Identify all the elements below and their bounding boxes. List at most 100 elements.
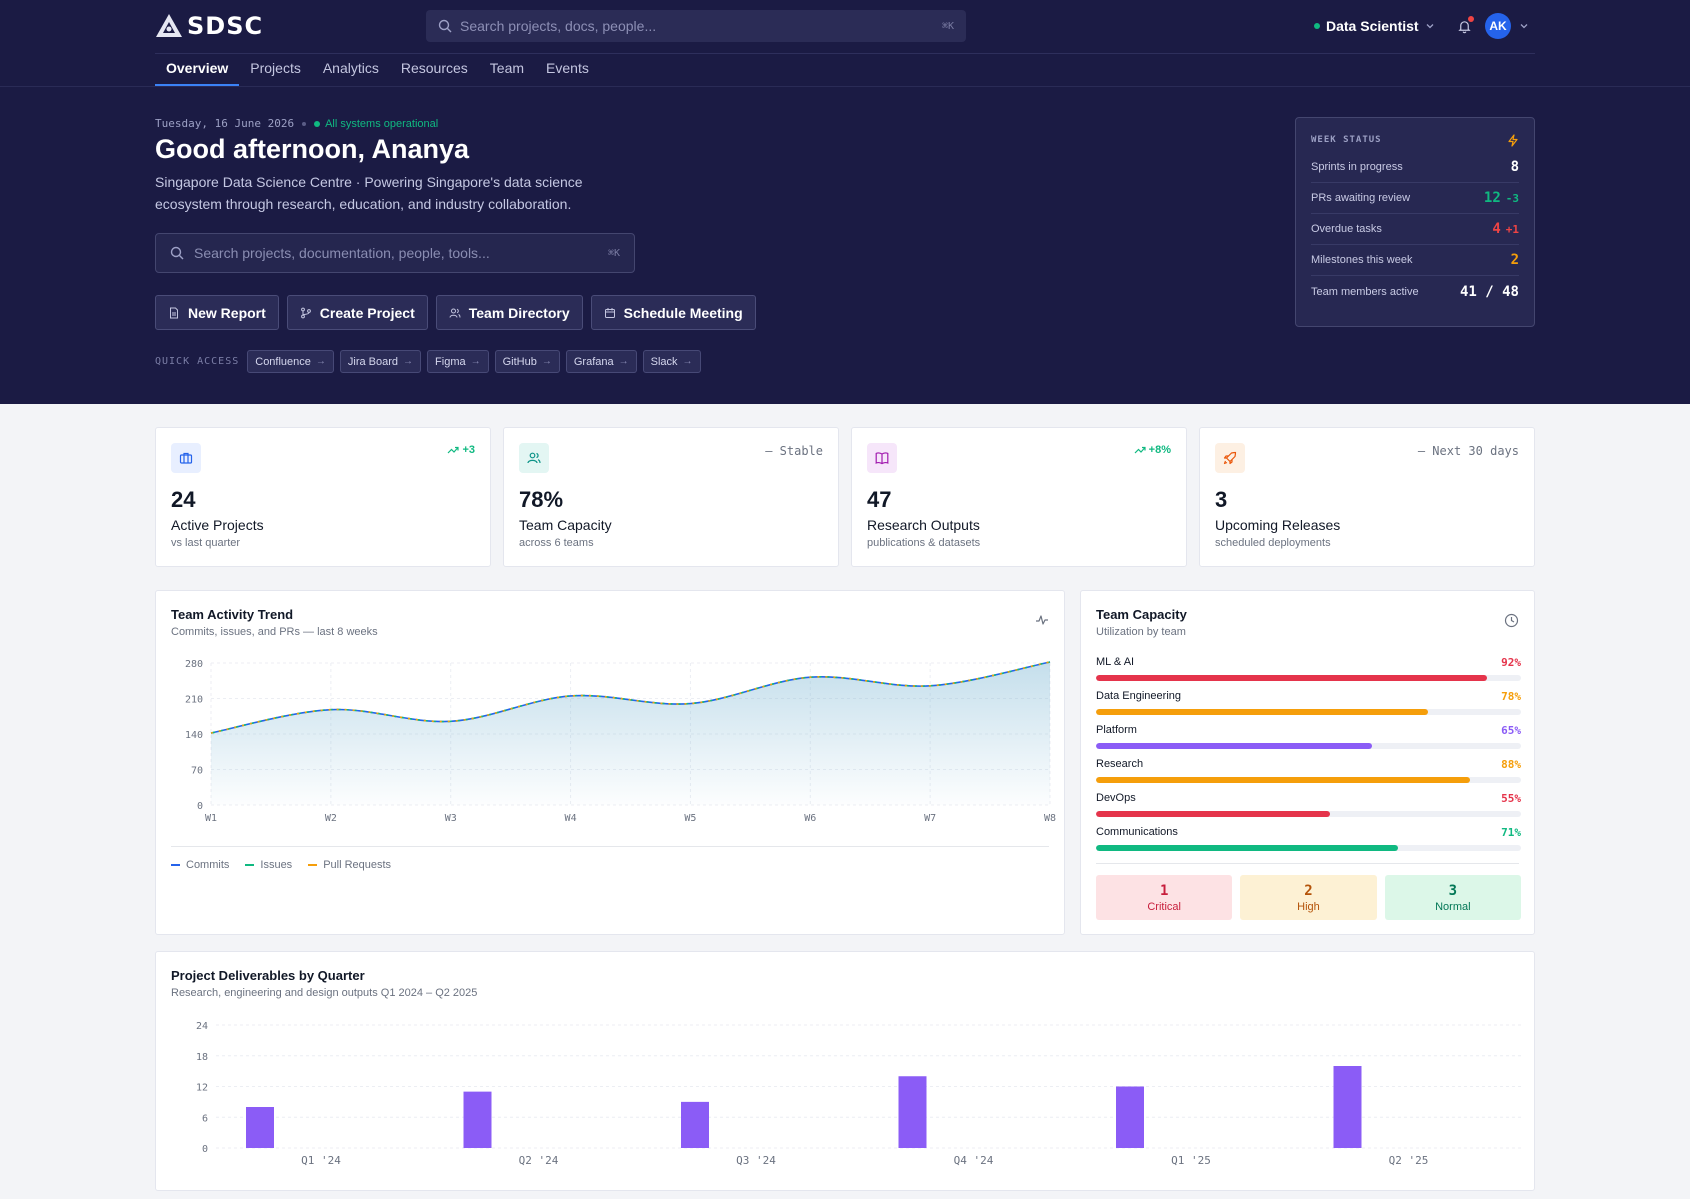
priority-critical[interactable]: 1 Critical — [1096, 875, 1233, 920]
capacity-row[interactable]: Communications 71% — [1096, 826, 1521, 860]
card-title: Team Capacity — [1096, 607, 1187, 622]
stat-trend: +8% — [1134, 444, 1171, 456]
arrow-right-icon: → — [682, 356, 693, 367]
search-icon — [170, 246, 184, 260]
capacity-row-header: Research 88% — [1096, 758, 1521, 773]
system-status-text: All systems operational — [325, 117, 439, 130]
global-search-input[interactable] — [460, 18, 942, 34]
tab-projects[interactable]: Projects — [250, 60, 301, 76]
create-project-button[interactable]: Create Project — [286, 295, 428, 330]
status-dot — [314, 120, 321, 127]
y-tick-label: 12 — [196, 1083, 208, 1094]
tab-events[interactable]: Events — [546, 60, 589, 76]
team-utilization: 55% — [1501, 792, 1521, 805]
stat-card[interactable]: +8% 47 Research Outputs publications & d… — [851, 427, 1187, 567]
capacity-bar-track — [1096, 777, 1521, 783]
legend-item-commits[interactable]: Commits — [171, 859, 229, 871]
card-subtitle: Utilization by team — [1096, 626, 1186, 638]
hero-search-input[interactable] — [194, 245, 608, 261]
tab-overview[interactable]: Overview — [155, 54, 240, 86]
y-tick-label: 280 — [185, 659, 203, 670]
book-icon — [875, 452, 889, 465]
current-date: Tuesday, 16 June 2026 — [155, 117, 295, 130]
app-name: SDSC — [187, 12, 264, 40]
x-tick-label: Q2 '25 — [1389, 1154, 1429, 1167]
quick-link-jira[interactable]: Jira Board → — [339, 350, 422, 373]
card-title: Team Activity Trend — [171, 607, 294, 622]
x-tick-label: Q2 '24 — [519, 1154, 559, 1167]
create-project-label: Create Project — [319, 304, 415, 321]
quick-link-grafana[interactable]: Grafana → — [565, 350, 637, 373]
team-name: Research — [1096, 758, 1144, 770]
area-fill — [211, 661, 1050, 805]
week-status-header: WEEK STATUS — [1311, 132, 1519, 148]
capacity-row[interactable]: Research 88% — [1096, 758, 1521, 792]
tab-team[interactable]: Team — [489, 60, 525, 76]
bar — [246, 1107, 274, 1148]
stat-label: Research Outputs — [867, 517, 980, 533]
priority-label: Normal — [1435, 900, 1471, 913]
stat-label: Active Projects — [171, 517, 264, 533]
quick-link-figma[interactable]: Figma → — [427, 350, 489, 373]
week-status-number: 8 — [1510, 159, 1519, 175]
new-report-button[interactable]: New Report — [155, 295, 279, 330]
logo[interactable]: SDSC — [155, 12, 263, 40]
stat-value: 24 — [171, 487, 196, 512]
activity-icon[interactable] — [1035, 613, 1049, 627]
week-status-row: Overdue tasks 4 +1 — [1311, 214, 1519, 245]
capacity-rows: ML & AI 92% Data Engineering 78% Platfor… — [1096, 656, 1521, 860]
tagline: Singapore Data Science Centre · Powering… — [155, 174, 583, 212]
hero-search[interactable]: ⌘K — [155, 233, 635, 273]
legend-swatch — [171, 864, 180, 866]
schedule-meeting-button[interactable]: Schedule Meeting — [590, 295, 756, 330]
quick-link-confluence[interactable]: Confluence → — [247, 350, 334, 373]
legend-label: Commits — [186, 859, 230, 871]
stat-card[interactable]: +3 24 Active Projects vs last quarter — [155, 427, 491, 567]
tab-analytics[interactable]: Analytics — [322, 60, 379, 76]
quick-link-github[interactable]: GitHub → — [494, 350, 560, 373]
team-directory-button[interactable]: Team Directory — [435, 295, 583, 330]
logo-mark-icon — [156, 14, 182, 37]
legend-item-pull-requests[interactable]: Pull Requests — [308, 859, 391, 871]
capacity-row-header: Data Engineering 78% — [1096, 690, 1521, 705]
capacity-row[interactable]: ML & AI 92% — [1096, 656, 1521, 690]
role-selector[interactable]: Data Scientist — [1314, 14, 1435, 38]
trend-up-icon — [1134, 446, 1146, 454]
avatar[interactable]: AK — [1485, 13, 1511, 39]
chevron-down-icon[interactable] — [1519, 21, 1529, 31]
stat-card[interactable]: — Next 30 days 3 Upcoming Releases sched… — [1199, 427, 1535, 567]
team-activity-card: Team Activity Trend Commits, issues, and… — [155, 590, 1065, 935]
priority-high[interactable]: 2 High — [1240, 875, 1377, 920]
team-name: Platform — [1096, 724, 1137, 736]
priority-normal[interactable]: 3 Normal — [1384, 875, 1521, 920]
capacity-row[interactable]: DevOps 55% — [1096, 792, 1521, 826]
stat-value: 47 — [867, 487, 892, 512]
tab-resources[interactable]: Resources — [400, 60, 468, 76]
legend-label: Issues — [260, 859, 293, 871]
quick-link-label: Grafana — [573, 355, 614, 368]
global-search[interactable]: ⌘K — [426, 10, 966, 42]
stat-label: Upcoming Releases — [1215, 517, 1341, 533]
status-dot — [1314, 23, 1320, 29]
x-tick-label: Q1 '24 — [301, 1154, 341, 1167]
y-tick-label: 70 — [191, 766, 203, 777]
quick-link-slack[interactable]: Slack → — [642, 350, 701, 373]
priority-label: Critical — [1147, 900, 1181, 913]
y-tick-label: 6 — [202, 1113, 208, 1124]
team-utilization: 92% — [1501, 656, 1521, 669]
clock-icon[interactable] — [1504, 613, 1519, 628]
x-tick-label: Q1 '25 — [1171, 1154, 1211, 1167]
system-status: All systems operational — [314, 118, 438, 130]
stat-sublabel: publications & datasets — [867, 537, 981, 549]
week-status-row: Team members active 41 / 48 — [1311, 276, 1519, 307]
capacity-row[interactable]: Data Engineering 78% — [1096, 690, 1521, 724]
main-nav: Overview Projects Analytics Resources Te… — [155, 54, 600, 86]
stat-card[interactable]: — Stable 78% Team Capacity across 6 team… — [503, 427, 839, 567]
x-tick-label: W6 — [804, 813, 816, 824]
x-tick-label: W8 — [1044, 813, 1056, 824]
role-label: Data Scientist — [1326, 18, 1419, 34]
calendar-icon — [604, 307, 615, 318]
notifications-button[interactable] — [1452, 14, 1476, 38]
legend-item-issues[interactable]: Issues — [245, 859, 292, 871]
capacity-row[interactable]: Platform 65% — [1096, 724, 1521, 758]
